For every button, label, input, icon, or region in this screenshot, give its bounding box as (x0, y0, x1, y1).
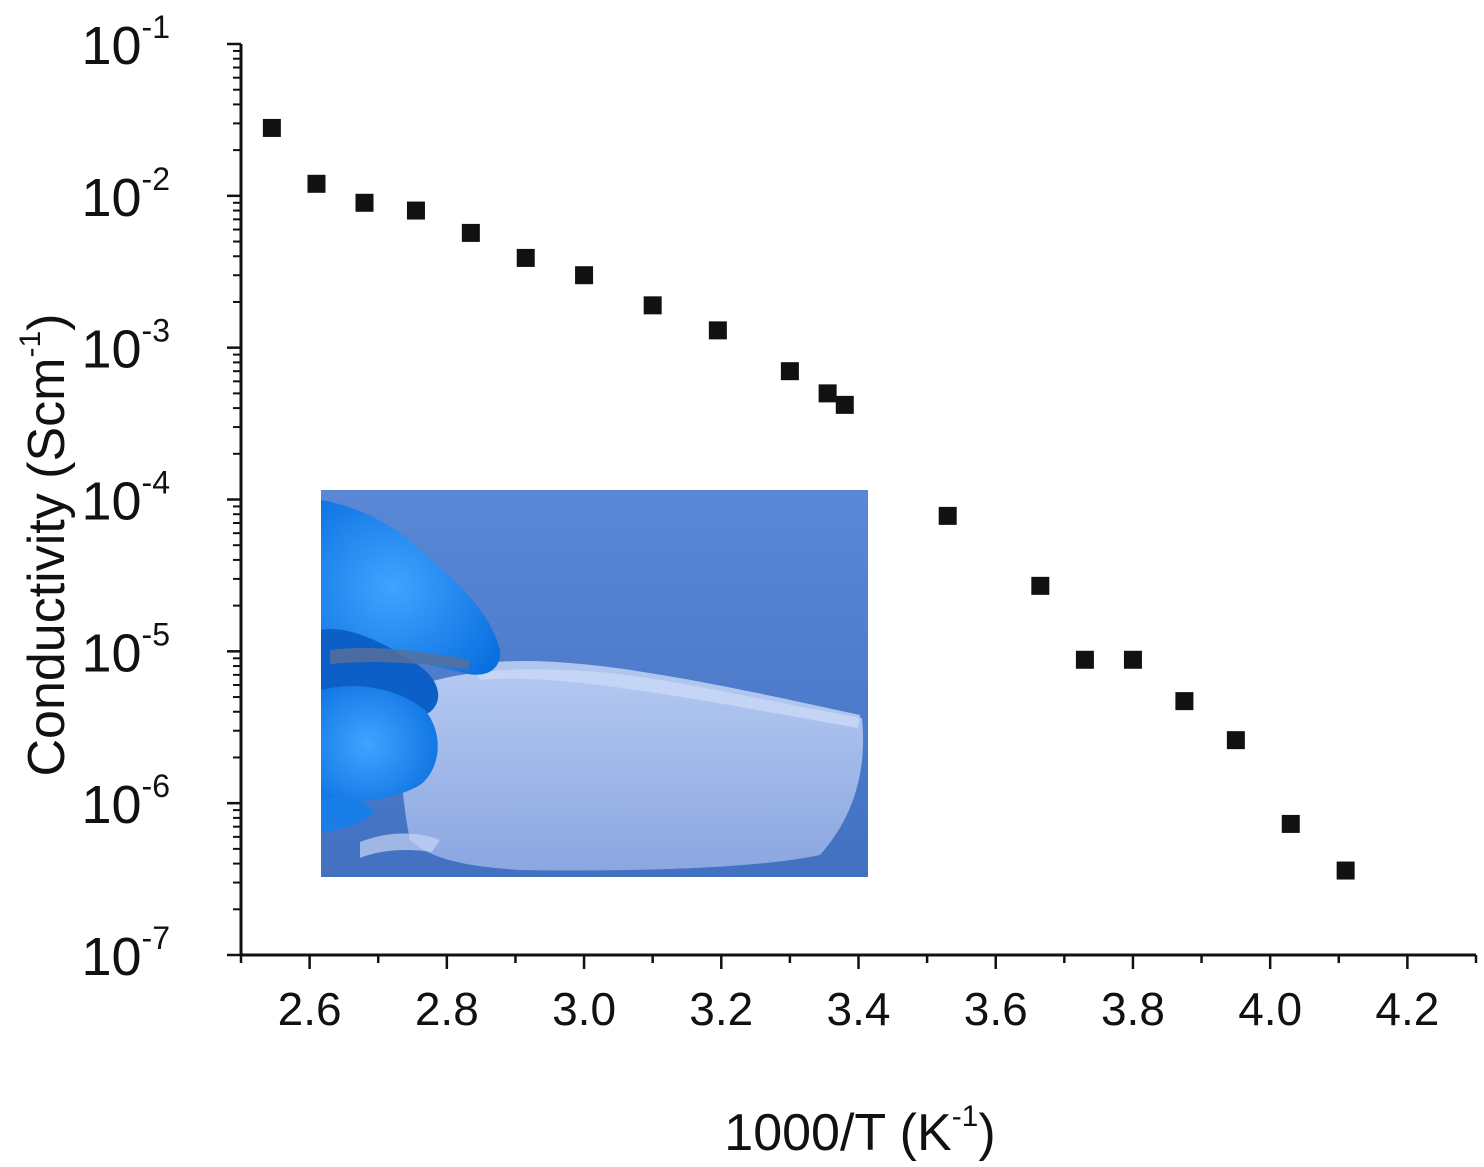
x-tick-label: 4.2 (1375, 983, 1439, 1035)
data-point (818, 384, 837, 403)
data-point (1123, 650, 1142, 669)
data-point (1336, 861, 1355, 880)
y-tick-label: 10-2 (81, 161, 170, 228)
y-tick-label: 10-7 (81, 920, 170, 987)
inset-photo (321, 490, 868, 877)
data-point (1226, 731, 1245, 750)
y-tick-label: 10-6 (81, 768, 170, 835)
plot-axes (227, 42, 1478, 969)
x-tick-label: 2.6 (278, 983, 342, 1035)
x-tick-label: 4.0 (1238, 983, 1302, 1035)
x-tick-label: 3.0 (552, 983, 616, 1035)
data-point (1031, 576, 1050, 595)
data-markers (262, 118, 1355, 880)
data-point (406, 201, 425, 220)
data-point (1175, 692, 1194, 711)
data-point (262, 118, 281, 137)
x-tick-label: 3.4 (827, 983, 891, 1035)
y-tick-labels: 10-1 10-2 10-3 10-4 10-5 10-6 10-7 (81, 9, 170, 987)
x-tick-label: 3.6 (964, 983, 1028, 1035)
y-tick-label: 10-5 (81, 616, 170, 683)
y-tick-label: 10-1 (81, 9, 170, 76)
x-tick-label: 3.2 (689, 983, 753, 1035)
data-point (1281, 814, 1300, 833)
x-tick-labels: 2.6 2.8 3.0 3.2 3.4 3.6 3.8 4.0 4.2 (278, 983, 1440, 1035)
y-tick-label: 10-3 (81, 313, 170, 380)
data-point (516, 248, 535, 267)
data-point (461, 223, 480, 242)
x-tick-label: 3.8 (1101, 983, 1165, 1035)
data-point (708, 321, 727, 340)
data-point (355, 193, 374, 212)
x-axis-label: 1000/T (K-1) (724, 1100, 995, 1162)
data-point (307, 174, 326, 193)
data-point (575, 266, 594, 285)
data-point (938, 506, 957, 525)
data-point (780, 362, 799, 381)
y-axis-label: Conductivity (Scm-1) (14, 313, 76, 776)
x-tick-label: 2.8 (415, 983, 479, 1035)
y-tick-label: 10-4 (81, 465, 170, 532)
data-point (1075, 650, 1094, 669)
data-point (643, 296, 662, 315)
data-point (835, 395, 854, 414)
